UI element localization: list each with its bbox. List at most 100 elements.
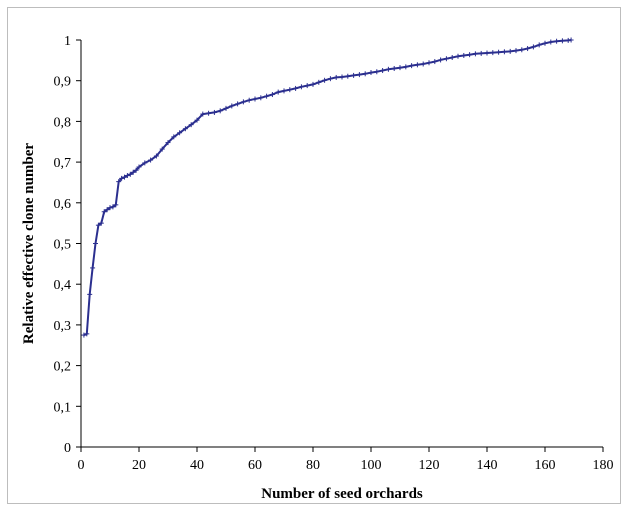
- data-point: [217, 108, 223, 114]
- data-point: [127, 171, 133, 177]
- data-point: [287, 87, 293, 93]
- data-point: [443, 56, 449, 62]
- data-point: [530, 44, 536, 50]
- data-point: [322, 77, 328, 83]
- data-point: [240, 99, 246, 105]
- data-point: [449, 55, 455, 61]
- data-point: [356, 72, 362, 78]
- y-tick-label: 0,7: [54, 156, 72, 171]
- x-axis-title: Number of seed orchards: [261, 486, 423, 502]
- data-point: [84, 331, 90, 337]
- data-point: [246, 97, 252, 103]
- x-tick-label: 0: [78, 458, 85, 473]
- data-point: [252, 96, 258, 102]
- data-point: [87, 291, 93, 297]
- y-tick-label: 0,2: [54, 360, 72, 375]
- data-point: [409, 63, 415, 69]
- data-point: [507, 48, 513, 54]
- data-point: [122, 174, 127, 180]
- data-point: [559, 38, 565, 44]
- data-point: [467, 52, 473, 58]
- data-point: [519, 47, 525, 53]
- data-point: [165, 140, 171, 146]
- axes: [80, 40, 603, 448]
- data-point: [568, 37, 574, 43]
- data-point: [345, 73, 351, 79]
- data-point: [200, 111, 206, 117]
- x-tick-label: 180: [593, 458, 614, 473]
- data-point: [275, 89, 281, 95]
- x-tick-label: 80: [306, 458, 320, 473]
- x-tick-label: 160: [535, 458, 556, 473]
- y-tick-label: 0,1: [54, 400, 72, 415]
- data-point: [298, 84, 304, 90]
- data-point: [472, 51, 478, 57]
- data-point: [93, 241, 98, 246]
- data-point: [414, 62, 420, 68]
- data-point: [81, 332, 87, 338]
- data-point: [403, 64, 409, 70]
- data-point: [104, 207, 110, 213]
- data-point: [142, 160, 148, 166]
- x-tick-label: 60: [248, 458, 262, 473]
- data-point: [235, 101, 241, 107]
- data-point: [432, 59, 438, 65]
- data-point: [542, 40, 548, 46]
- data-point: [554, 38, 560, 44]
- data-point: [194, 117, 200, 123]
- data-point: [310, 81, 316, 87]
- data-point: [171, 134, 177, 140]
- data-point: [484, 50, 490, 56]
- chart-frame: [7, 7, 621, 504]
- data-point: [110, 204, 116, 210]
- data-point: [339, 74, 345, 80]
- data-point: [374, 69, 380, 75]
- data-point: [327, 76, 333, 82]
- data-point: [333, 74, 339, 80]
- series-line: [83, 39, 572, 337]
- data-point: [90, 265, 96, 271]
- data-point: [113, 202, 119, 208]
- data-point: [385, 66, 391, 72]
- data-point: [119, 175, 125, 181]
- data-point: [107, 205, 113, 211]
- data-point: [206, 110, 212, 116]
- data-point: [391, 65, 397, 71]
- data-point: [351, 72, 357, 78]
- data-point: [223, 105, 229, 111]
- data-point: [188, 122, 194, 128]
- data-point: [490, 50, 496, 56]
- x-tick-label: 140: [477, 458, 498, 473]
- x-tick-label: 100: [361, 458, 382, 473]
- data-point: [455, 53, 461, 59]
- y-tick-label: 0,5: [54, 238, 72, 253]
- y-tick-label: 0: [64, 441, 71, 456]
- data-point: [133, 167, 139, 173]
- data-point: [304, 83, 310, 89]
- data-point: [496, 49, 502, 55]
- y-tick-label: 0,9: [54, 75, 72, 90]
- data-point: [397, 65, 403, 71]
- data-point: [264, 93, 270, 99]
- y-tick-label: 1: [64, 34, 71, 49]
- data-point: [211, 109, 217, 115]
- y-tick-label: 0,4: [54, 278, 72, 293]
- data-point: [426, 60, 432, 66]
- data-point: [101, 209, 107, 215]
- data-point: [293, 85, 299, 91]
- data-point: [461, 52, 467, 58]
- y-tick-label: 0,6: [54, 197, 72, 212]
- data-point: [525, 46, 531, 52]
- data-point: [116, 179, 122, 185]
- x-axis-ticks: 0 20 40 60 80 100 120 140 160 180: [78, 447, 614, 473]
- data-point: [95, 222, 101, 228]
- y-tick-label: 0,8: [54, 115, 72, 130]
- data-point: [124, 173, 130, 179]
- data-point: [159, 146, 165, 152]
- data-point: [229, 103, 235, 109]
- x-tick-label: 120: [419, 458, 440, 473]
- data-point: [258, 95, 264, 101]
- data-point: [148, 157, 154, 163]
- data-point: [501, 49, 507, 55]
